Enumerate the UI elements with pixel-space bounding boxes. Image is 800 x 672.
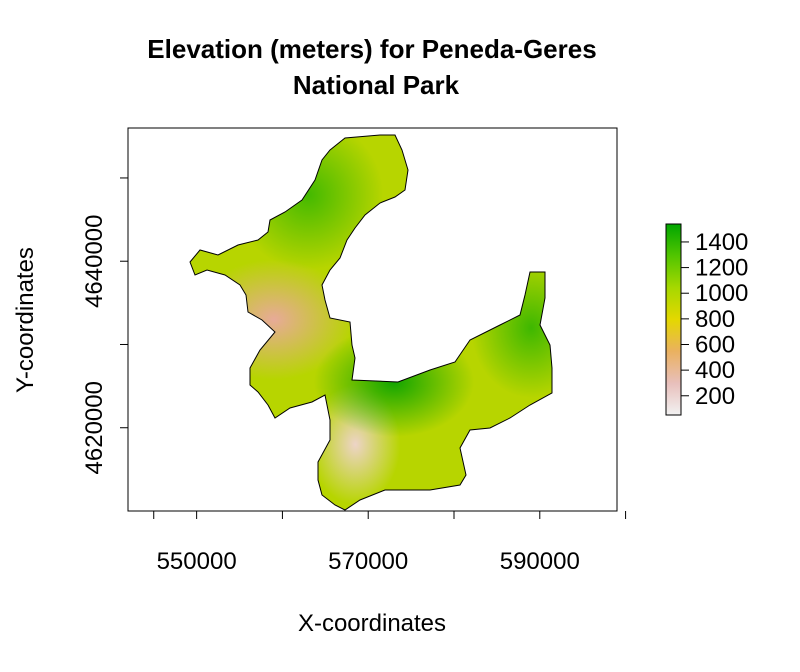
elevation-region-northern-lobe <box>233 135 384 270</box>
elevation-region-eastern-ridge <box>471 257 552 398</box>
x-tick-label-3: 570000 <box>328 548 408 575</box>
y-axis: 4620000 4640000 <box>81 177 128 474</box>
colorbar-tick-label-0: 200 <box>695 383 735 410</box>
colorbar-tick-label-1: 400 <box>695 357 735 384</box>
park-boundary <box>189 134 553 511</box>
colorbar-tick-label-2: 600 <box>695 331 735 358</box>
y-tick-label-2: 4640000 <box>81 214 108 307</box>
plot-frame <box>127 127 618 512</box>
x-tick-label-1: 550000 <box>157 548 237 575</box>
x-tick-label-5: 590000 <box>500 548 580 575</box>
elevation-raster <box>189 134 553 511</box>
y-tick-label-0: 4620000 <box>81 381 108 474</box>
chart-title-line1: Elevation (meters) for Peneda-Geres <box>147 34 596 64</box>
x-axis-label: X-coordinates <box>298 610 446 637</box>
colorbar-ramp <box>665 223 682 416</box>
colorbar-tick-label-5: 1200 <box>695 255 748 282</box>
colorbar-tick-label-4: 1000 <box>695 280 748 307</box>
colorbar-tick-label-6: 1400 <box>695 229 748 256</box>
chart-title-line2: National Park <box>293 70 460 100</box>
x-axis: 550000 570000 590000 <box>153 511 627 575</box>
colorbar-tick-label-3: 800 <box>695 306 735 333</box>
y-axis-label: Y-coordinates <box>12 247 39 393</box>
